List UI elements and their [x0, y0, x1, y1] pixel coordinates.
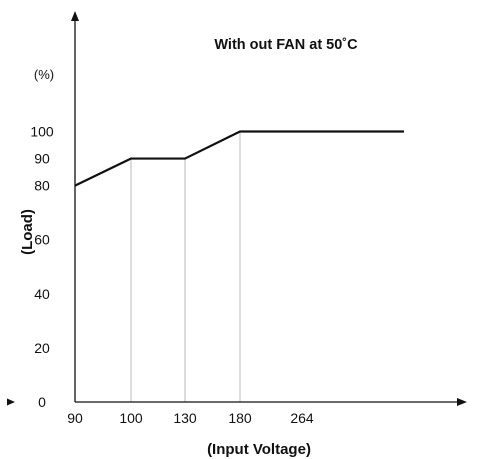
y-tick-label-60: 60	[34, 232, 50, 248]
series-layer	[74, 130, 404, 187]
y-tick-label-80: 80	[34, 178, 50, 194]
y-tick-labels: 0 20 40 60 80 90 100	[30, 124, 54, 411]
x-axis-arrow-icon	[457, 398, 467, 406]
y-axis-arrow-icon	[71, 11, 79, 21]
reference-lines	[130, 131, 241, 402]
y-axis-title: (Load)	[19, 209, 36, 255]
y-tick-label-0: 0	[38, 394, 46, 410]
y-tick-label-100: 100	[30, 124, 54, 140]
x-tick-label-90: 90	[67, 410, 83, 426]
y-unit-label: (%)	[34, 67, 54, 82]
left-edge-arrow-icon	[7, 398, 15, 406]
x-tick-label-100: 100	[119, 410, 143, 426]
x-axis-title: (Input Voltage)	[207, 441, 311, 458]
derating-curve-line	[74, 130, 404, 187]
y-tick-label-90: 90	[34, 151, 50, 167]
x-tick-label-180: 180	[228, 410, 252, 426]
y-tick-label-20: 20	[34, 340, 50, 356]
x-tick-label-264: 264	[290, 410, 314, 426]
axes	[7, 11, 467, 406]
chart-title: With out FAN at 50˚C	[214, 37, 358, 53]
x-tick-labels: 90 100 130 180 264	[67, 410, 314, 426]
x-tick-label-130: 130	[173, 410, 197, 426]
y-tick-label-40: 40	[34, 286, 50, 302]
